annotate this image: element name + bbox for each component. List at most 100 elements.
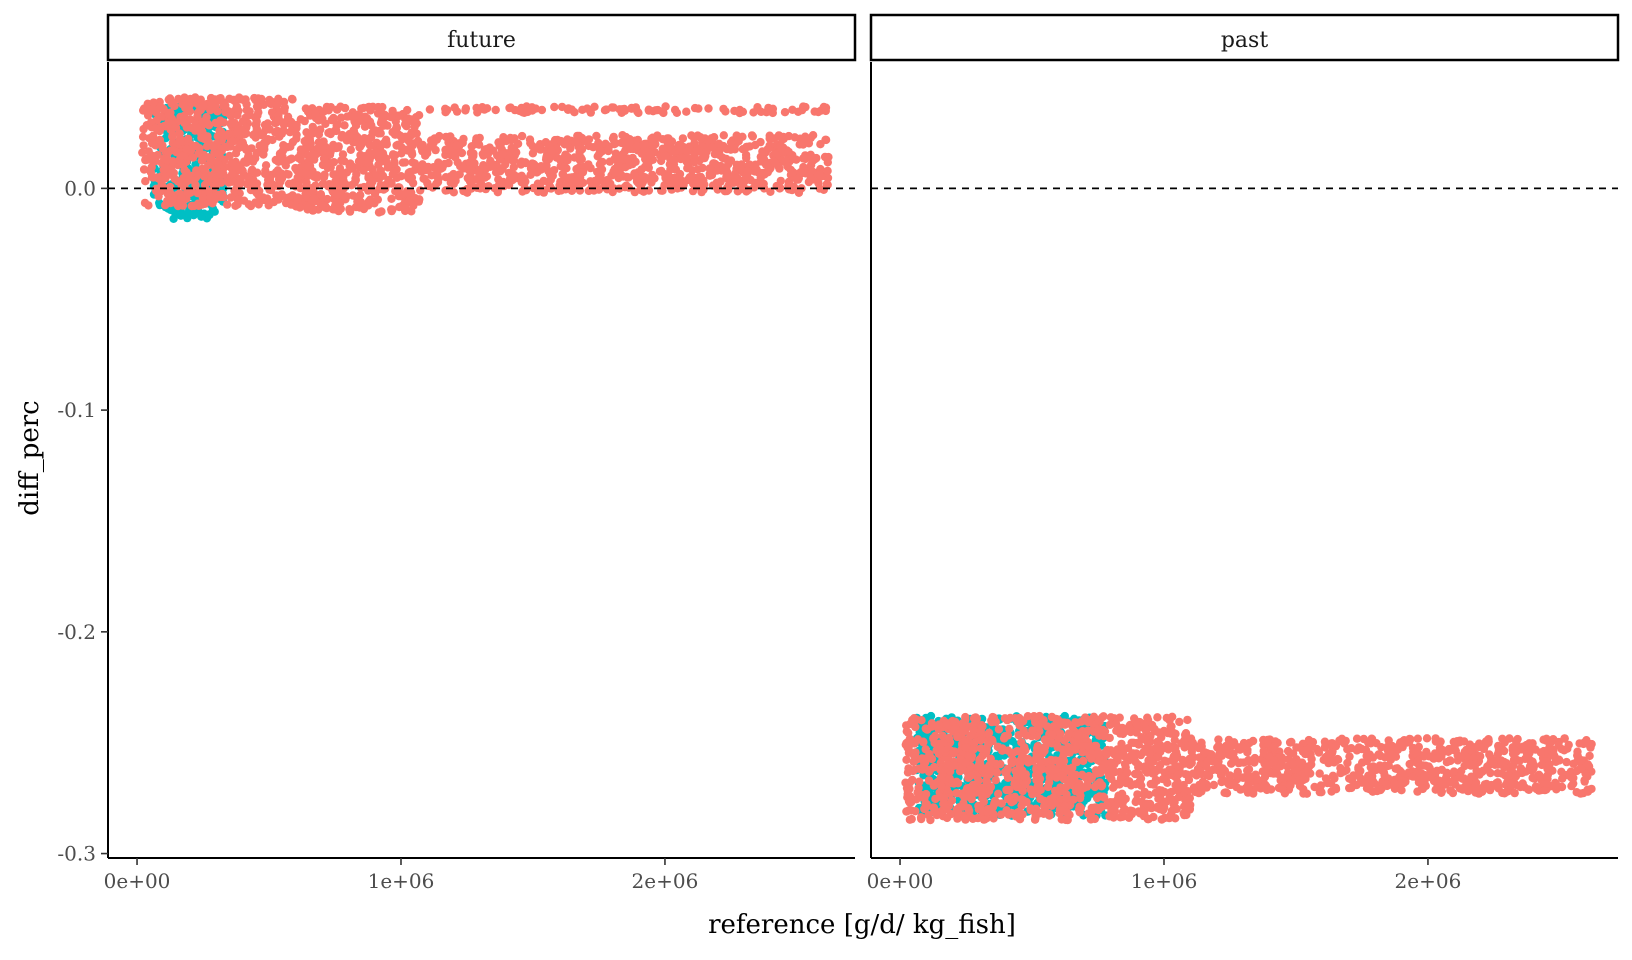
data-point: [364, 197, 374, 206]
data-point: [1132, 728, 1141, 737]
data-point: [1482, 779, 1491, 789]
data-point: [1083, 792, 1092, 802]
data-point: [764, 103, 773, 113]
data-point: [1465, 740, 1475, 749]
y-tick-label: 0.0: [64, 176, 96, 200]
data-point: [337, 156, 346, 165]
data-point: [146, 118, 156, 127]
data-point: [747, 131, 757, 140]
data-point: [224, 129, 233, 139]
data-point: [513, 139, 523, 148]
strip-future: [106, 13, 857, 62]
data-point: [138, 132, 148, 141]
data-point: [1583, 785, 1592, 794]
data-point: [770, 158, 780, 167]
data-point: [390, 159, 399, 168]
data-point: [1091, 741, 1101, 751]
data-point: [1266, 785, 1276, 794]
data-point: [387, 179, 396, 188]
data-point: [1233, 767, 1243, 777]
data-point: [149, 173, 158, 182]
data-point: [1026, 785, 1035, 794]
data-point: [491, 105, 500, 115]
data-point: [1064, 729, 1074, 738]
data-point: [168, 130, 177, 140]
data-point: [190, 201, 199, 211]
data-point: [914, 783, 923, 793]
data-point: [259, 150, 268, 159]
data-point: [182, 169, 191, 178]
data-point: [611, 139, 620, 148]
data-point: [1002, 767, 1011, 777]
data-point: [1278, 785, 1287, 794]
data-point: [1307, 754, 1316, 764]
data-point: [647, 134, 656, 143]
data-point: [961, 758, 970, 768]
data-point: [783, 162, 793, 172]
data-point: [453, 158, 462, 167]
data-point: [1214, 735, 1223, 744]
data-point: [1162, 713, 1172, 723]
data-point: [163, 148, 173, 157]
data-point: [510, 170, 519, 180]
data-point: [1281, 772, 1291, 781]
data-point: [590, 102, 599, 112]
data-point: [1147, 757, 1156, 766]
data-point: [173, 177, 183, 186]
data-point: [232, 183, 241, 193]
data-point: [141, 155, 150, 164]
data-point: [678, 134, 688, 143]
data-point: [1431, 734, 1440, 743]
data-point: [1234, 743, 1243, 752]
data-point: [1138, 806, 1147, 816]
data-point: [206, 106, 215, 115]
data-point: [1093, 749, 1102, 759]
data-point: [1536, 772, 1545, 781]
data-point: [672, 108, 682, 118]
data-point: [578, 168, 588, 177]
data-point: [1153, 713, 1162, 722]
data-point: [1055, 787, 1065, 796]
data-point: [314, 116, 323, 125]
data-point: [356, 190, 365, 200]
data-point: [920, 794, 929, 803]
data-point: [984, 770, 993, 780]
data-point: [597, 147, 606, 156]
data-point: [319, 154, 329, 163]
data-point: [233, 111, 242, 120]
data-point: [1377, 743, 1386, 752]
data-point: [217, 146, 226, 155]
data-point: [233, 127, 242, 136]
data-point: [947, 796, 957, 805]
data-point: [792, 175, 801, 184]
data-point: [327, 115, 336, 125]
data-point: [1045, 811, 1054, 820]
data-point: [979, 797, 988, 807]
data-point: [1384, 736, 1393, 745]
data-point: [1368, 753, 1378, 762]
data-point: [273, 166, 283, 175]
data-point: [949, 749, 958, 758]
data-point: [792, 155, 801, 164]
data-point: [1476, 743, 1485, 752]
data-point: [193, 112, 202, 121]
data-point: [1575, 739, 1584, 748]
data-point: [780, 108, 790, 117]
data-point: [1017, 768, 1026, 777]
y-tick-label: -0.1: [57, 398, 96, 422]
data-point: [380, 110, 389, 120]
data-point: [1040, 796, 1049, 806]
data-point: [279, 126, 288, 135]
data-point: [905, 815, 915, 824]
data-point: [1549, 750, 1558, 759]
data-point: [1071, 744, 1080, 754]
data-point: [682, 107, 691, 116]
data-point: [726, 138, 736, 147]
data-point: [1489, 758, 1498, 768]
data-point: [917, 716, 926, 725]
data-point: [267, 108, 277, 117]
data-point: [195, 208, 204, 218]
data-point: [1395, 779, 1405, 788]
data-point: [397, 190, 407, 199]
data-point: [332, 121, 341, 130]
